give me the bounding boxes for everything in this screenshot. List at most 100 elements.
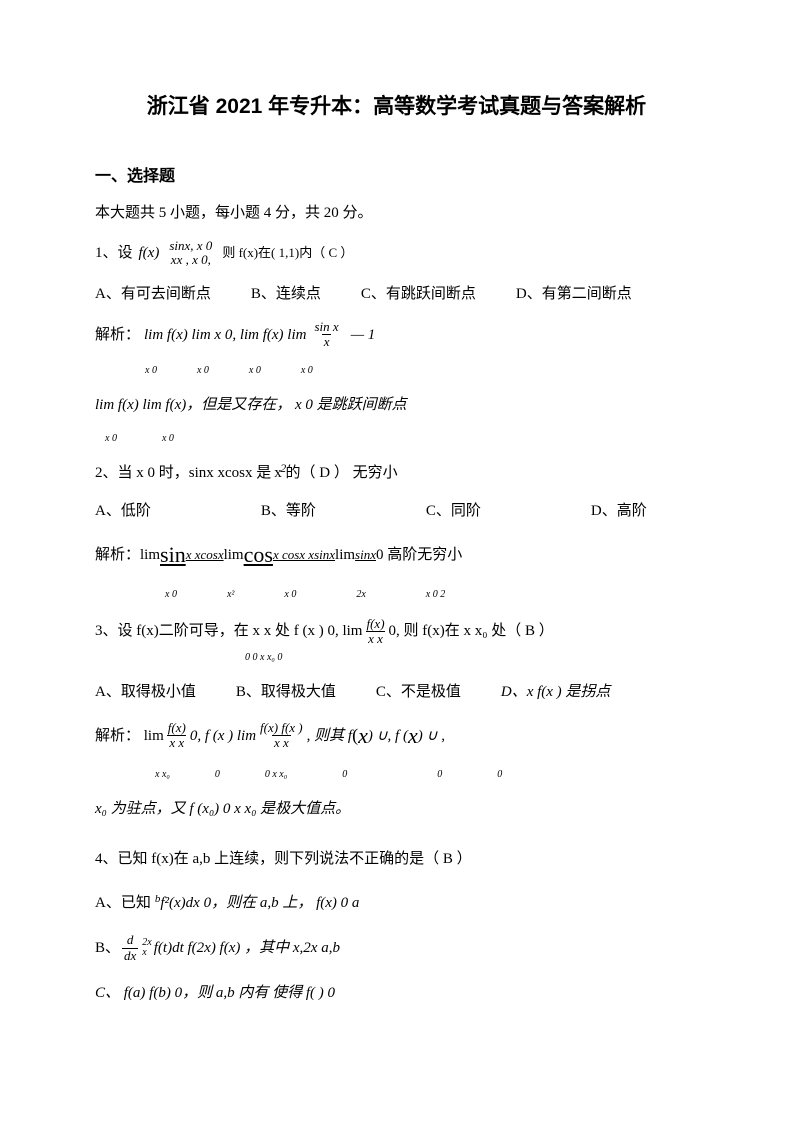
- q3-af2d: x x: [272, 735, 291, 750]
- q1-analysis-1: 解析： lim f(x) lim x 0, lim f(x) lim sin x…: [95, 320, 698, 350]
- q1-ans-tail: — 1: [351, 323, 376, 347]
- q3-options: A、取得极小值 B、取得极大值 C、不是极值 D、x f(x ) 是拐点: [95, 680, 698, 704]
- q1-opt-c: C、有跳跃间断点: [361, 282, 476, 306]
- q3-opt-c: C、不是极值: [376, 680, 461, 704]
- q1-sub2-1: x 0: [105, 431, 117, 447]
- q3-srf: 0: [497, 767, 502, 783]
- q2-big1: sin: [160, 537, 186, 572]
- q4-b-tail: f(t)dt f(2x) f(x) ，其中 x,2x a,b: [154, 936, 340, 960]
- q1-piece-bot: xx , x 0,: [169, 253, 213, 267]
- section-intro: 本大题共 5 小题，每小题 4 分，共 20 分。: [95, 201, 698, 225]
- q1-analysis-2: lim f(x) lim f(x)，但是又存在， x 0 是跳跃间断点: [95, 393, 698, 417]
- q1-options: A、有可去间断点 B、连续点 C、有跳跃间断点 D、有第二间断点: [95, 282, 698, 306]
- q2-options: A、低阶 B、等阶 C、同阶 D、高阶: [95, 499, 698, 523]
- q3-af1: f(x) x x: [166, 721, 188, 751]
- q4-bfn: d: [125, 933, 136, 947]
- q4-a-pre: A、已知: [95, 891, 151, 915]
- q3-af1n: f(x): [166, 721, 188, 735]
- q2-s3: sinx: [355, 545, 376, 566]
- q2-l1b: x 的（ D ） 无穷小: [274, 461, 397, 485]
- q2-analysis: 解析：lim sin x xcosx lim cos x cosx xsinx …: [95, 537, 698, 572]
- q1-sub1: x 0: [145, 363, 157, 379]
- q2-exp: 2: [280, 459, 286, 478]
- q1-sub3: x 0: [249, 363, 261, 379]
- q3-sub-row: x x₀ 0 0 x x₀ 0 0 0: [95, 767, 698, 783]
- q4-a-mid: f²(x)dx 0，则在 a,b 上， f(x) 0 a: [160, 891, 359, 915]
- q3-frac: f(x) x x: [364, 617, 386, 647]
- q1-piece-top: sinx, x 0: [167, 239, 214, 253]
- q2-m2: lim: [335, 543, 355, 567]
- q1-stem: 1、设 f(x) sinx, x 0 xx , x 0, 则 f(x)在( 1,…: [95, 239, 698, 268]
- q1-fx: f(x): [139, 241, 160, 265]
- q3-srb: 0: [215, 767, 220, 783]
- q1-ans-frac: sin x x: [312, 320, 340, 350]
- q3-mid3: ) ∪, f (: [368, 724, 408, 748]
- q2-m1: lim: [224, 543, 244, 567]
- q2-rb: x²: [227, 587, 234, 603]
- q4-b-frac: d dx: [122, 933, 138, 963]
- q3-analysis: 解析： lim f(x) x x 0, f (x ) lim f(x) f(x …: [95, 718, 698, 753]
- q2-s1: x xcosx: [186, 545, 224, 566]
- q1-num: 1、设: [95, 241, 133, 265]
- q3-analysis-2: x₀ 为驻点，又 f (x₀) 0 x x₀ 是极大值点。: [95, 797, 698, 821]
- q4-b-sub: x: [142, 948, 151, 958]
- q2-stem: 2、当 x 0 时，sinx xcosx 是 2 x 的（ D ） 无穷小: [95, 461, 698, 485]
- q3-l1b: 0, 则 f(x)在 x x₀ 处（ B ）: [389, 619, 554, 643]
- q2-tail: 0 高阶无穷小: [376, 543, 462, 567]
- q1-frac-den: x: [322, 334, 332, 349]
- q3-fd: x x: [366, 631, 385, 646]
- q3-src: 0 x x₀: [265, 767, 287, 783]
- q3-mid1: 0, f (x ) lim: [190, 724, 256, 748]
- q1-opt-b: B、连续点: [251, 282, 321, 306]
- q2-opt-d: D、高阶: [591, 499, 647, 523]
- q4-opt-b: B、 d dx 2x x f(t)dt f(2x) f(x) ，其中 x,2x …: [95, 933, 698, 963]
- q3-opt-a: A、取得极小值: [95, 680, 196, 704]
- q1-frac-num: sin x: [312, 320, 340, 334]
- page-title: 浙江省 2021 年专升本：高等数学考试真题与答案解析: [95, 90, 698, 124]
- q3-af1d: x x: [167, 735, 186, 750]
- q2-l1a: 2、当 x 0 时，sinx xcosx 是: [95, 461, 271, 485]
- q3-opt-d: D、x f(x ) 是拐点: [501, 680, 611, 704]
- q4-opt-c: C、 f(a) f(b) 0，则 a,b 内有 使得 f( ) 0: [95, 981, 698, 1005]
- q3-p1: x: [358, 718, 368, 753]
- q3-stem: 3、设 f(x)二阶可导，在 x x 处 f (x ) 0, lim f(x) …: [95, 617, 698, 647]
- section-heading: 一、选择题: [95, 164, 698, 190]
- q1-sub2: x 0: [197, 363, 209, 379]
- q1-opt-d: D、有第二间断点: [516, 282, 632, 306]
- q1-ans-pre: 解析：: [95, 323, 140, 347]
- q2-rd: 2x: [356, 587, 365, 603]
- q3-opt-b: B、取得极大值: [236, 680, 336, 704]
- q3-sre: 0: [437, 767, 442, 783]
- q3-subline: 0 0 x x₀ 0: [245, 650, 698, 666]
- q1-opt-a: A、有可去间断点: [95, 282, 211, 306]
- q2-ans-pre: 解析：lim: [95, 543, 160, 567]
- q2-s2: x cosx xsinx: [273, 545, 335, 566]
- q3-sra: x x₀: [155, 767, 170, 783]
- q1-sub2-2: x 0: [162, 431, 174, 447]
- q3-tail: ) ∪ ,: [418, 724, 445, 748]
- q4-b-pre: B、: [95, 936, 120, 960]
- q2-big2: cos: [244, 537, 273, 572]
- q3-p2: x: [408, 718, 418, 753]
- q3-af2n: f(x) f(x ): [258, 721, 305, 735]
- q4-bfd: dx: [122, 948, 138, 963]
- q4-opt-a: A、已知 b f²(x)dx 0，则在 a,b 上， f(x) 0 a: [95, 891, 698, 915]
- q2-opt-a: A、低阶: [95, 499, 151, 523]
- q2-sub-row: x 0 x² x 0 2x x 0 2: [95, 587, 698, 603]
- q3-srd: 0: [342, 767, 347, 783]
- q2-opt-b: B、等阶: [261, 499, 316, 523]
- q1-piecewise: sinx, x 0 xx , x 0,: [167, 239, 214, 268]
- q2-re: x 0 2: [426, 587, 445, 603]
- q1-sub4: x 0: [301, 363, 313, 379]
- q3-l1a: 3、设 f(x)二阶可导，在 x x 处 f (x ) 0, lim: [95, 619, 362, 643]
- q3-fn: f(x): [364, 617, 386, 631]
- q2-opt-c: C、同阶: [426, 499, 481, 523]
- q1-sub-row: x 0 x 0 x 0 x 0: [95, 363, 698, 379]
- q2-ra: x 0: [165, 587, 177, 603]
- q1-ans-l1: lim f(x) lim x 0, lim f(x) lim: [144, 323, 306, 347]
- q3-mid2: , 则其 f: [307, 724, 352, 748]
- q3-af2: f(x) f(x ) x x: [258, 721, 305, 751]
- q1-sub-row2: x 0 x 0: [95, 431, 698, 447]
- q2-rc: x 0: [284, 587, 296, 603]
- q3-ans-pre: 解析： lim: [95, 724, 164, 748]
